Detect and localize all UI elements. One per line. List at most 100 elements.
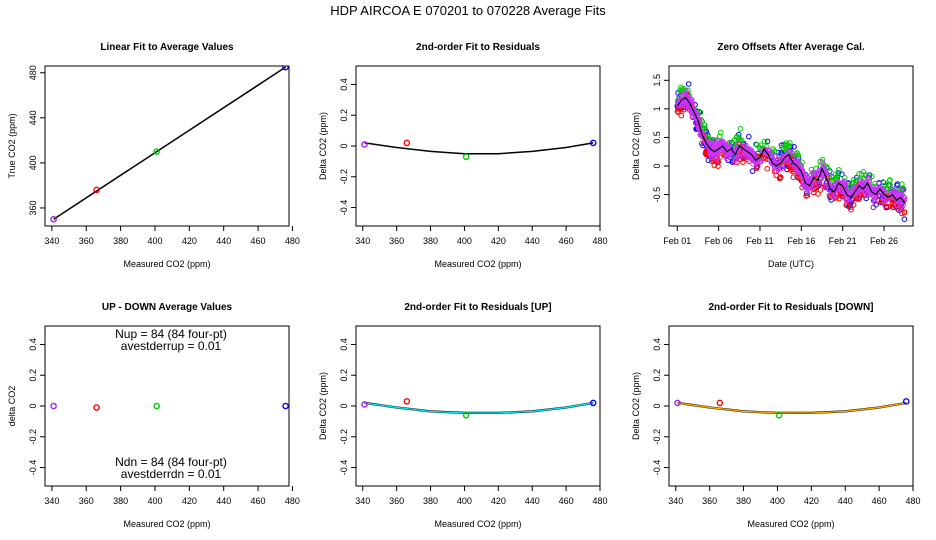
- y-tick-label: 0.2: [339, 369, 349, 382]
- x-tick-label: 380: [736, 496, 751, 506]
- data-point: [842, 175, 848, 181]
- data-point: [727, 151, 733, 158]
- data-point: [737, 126, 744, 132]
- y-tick-label: 0.4: [28, 338, 38, 351]
- data-point: [715, 163, 721, 169]
- data-point: [836, 195, 842, 202]
- data-point: [729, 140, 736, 146]
- data-point: [771, 153, 778, 160]
- x-tick-label: 420: [182, 496, 197, 506]
- x-tick-label: Feb 11: [746, 236, 773, 246]
- y-tick-label: -0.2: [652, 429, 662, 445]
- y-tick-label: 0.4: [339, 78, 349, 91]
- data-point: [403, 398, 411, 405]
- data-point: [711, 162, 718, 169]
- panel-p4: UP - DOWN Average Values 340 360 380 400 420 4…: [7, 302, 300, 529]
- panel-p5: 2nd-order Fit to Residuals [UP] 340 360 380…: [318, 302, 608, 529]
- y-tick-label: 0.2: [339, 109, 349, 122]
- x-tick-label: 440: [525, 236, 540, 246]
- data-point: [794, 150, 801, 156]
- x-tick-label: 480: [285, 496, 300, 506]
- data-point: [683, 88, 689, 94]
- data-point: [900, 185, 906, 191]
- x-axis-label: Measured CO2 (ppm): [434, 259, 521, 269]
- data-point: [775, 166, 782, 173]
- y-tick-label: 0.4: [339, 338, 349, 351]
- data-point: [282, 66, 289, 71]
- x-tick-label: 440: [525, 496, 540, 506]
- x-tick-label: 380: [113, 496, 128, 506]
- data-point: [799, 184, 805, 191]
- data-point: [830, 193, 837, 199]
- y-tick-label: -0.2: [339, 169, 349, 185]
- data-point: [787, 140, 793, 146]
- data-point: [876, 181, 882, 187]
- x-tick-label: 340: [44, 496, 59, 506]
- x-tick-label: 480: [285, 236, 300, 246]
- y-tick-label: 0: [28, 403, 38, 408]
- data-point: [764, 138, 771, 145]
- y-tick-label: -0.4: [339, 200, 349, 216]
- data-point: [761, 138, 768, 145]
- data-point: [764, 165, 771, 172]
- fit-line: [53, 66, 286, 220]
- data-point: [732, 159, 738, 165]
- page-title: HDP AIRCOA E 070201 to 070228 Average Fi…: [330, 3, 606, 18]
- data-point: [50, 402, 57, 410]
- x-tick-label: 340: [355, 496, 370, 506]
- x-tick-label: Feb 16: [787, 236, 815, 246]
- chart-title: 2nd-order Fit to Residuals [UP]: [404, 302, 551, 313]
- data-point: [701, 122, 708, 128]
- data-point: [687, 96, 694, 103]
- annotation-up: avestderrup = 0.01: [121, 339, 222, 353]
- data-point: [403, 139, 411, 147]
- data-point: [462, 153, 470, 161]
- data-point: [678, 112, 685, 119]
- trend-line: [676, 96, 906, 204]
- x-axis-label: Measured CO2 (ppm): [747, 519, 834, 529]
- data-point: [674, 399, 681, 407]
- data-point: [807, 188, 813, 195]
- plot-area: [50, 402, 289, 411]
- chart-title: Linear Fit to Average Values: [100, 42, 234, 53]
- plot-area: [361, 398, 597, 419]
- data-point: [742, 151, 748, 157]
- data-point: [894, 182, 900, 189]
- x-tick-label: 360: [389, 236, 404, 246]
- x-tick-label: 360: [79, 496, 94, 506]
- plot-area: [361, 139, 597, 161]
- x-tick-label: 460: [872, 496, 887, 506]
- data-point: [862, 189, 869, 195]
- data-point: [709, 136, 715, 143]
- chart-title: 2nd-order Fit to Residuals [DOWN]: [709, 302, 874, 313]
- x-tick-label: 460: [559, 236, 574, 246]
- data-point: [883, 203, 889, 210]
- data-point: [856, 177, 863, 183]
- annotation-up: Nup = 84 (84 four-pt): [115, 327, 227, 341]
- data-point: [746, 133, 752, 140]
- data-point: [857, 179, 863, 185]
- x-tick-label: 400: [457, 496, 472, 506]
- data-point: [900, 201, 907, 208]
- x-tick-label: 480: [592, 236, 607, 246]
- fit-curve: [364, 402, 594, 414]
- y-axis-label: True CO2 (ppm): [7, 113, 17, 178]
- data-point: [748, 152, 754, 158]
- chart-title: Zero Offsets After Average Cal.: [717, 42, 864, 53]
- x-tick-label: 380: [423, 236, 438, 246]
- x-tick-label: 400: [457, 236, 472, 246]
- x-tick-label: 380: [113, 236, 128, 246]
- data-point: [892, 189, 898, 195]
- data-point: [808, 184, 814, 191]
- data-point: [758, 159, 764, 165]
- fit-curve: [364, 142, 594, 155]
- data-point: [717, 140, 724, 146]
- data-point: [722, 145, 728, 151]
- x-tick-label: 360: [389, 496, 404, 506]
- x-axis-label: Date (UTC): [768, 259, 814, 269]
- x-tick-label: 420: [804, 496, 819, 506]
- fit-curve: [677, 402, 907, 414]
- x-tick-label: 400: [147, 496, 162, 506]
